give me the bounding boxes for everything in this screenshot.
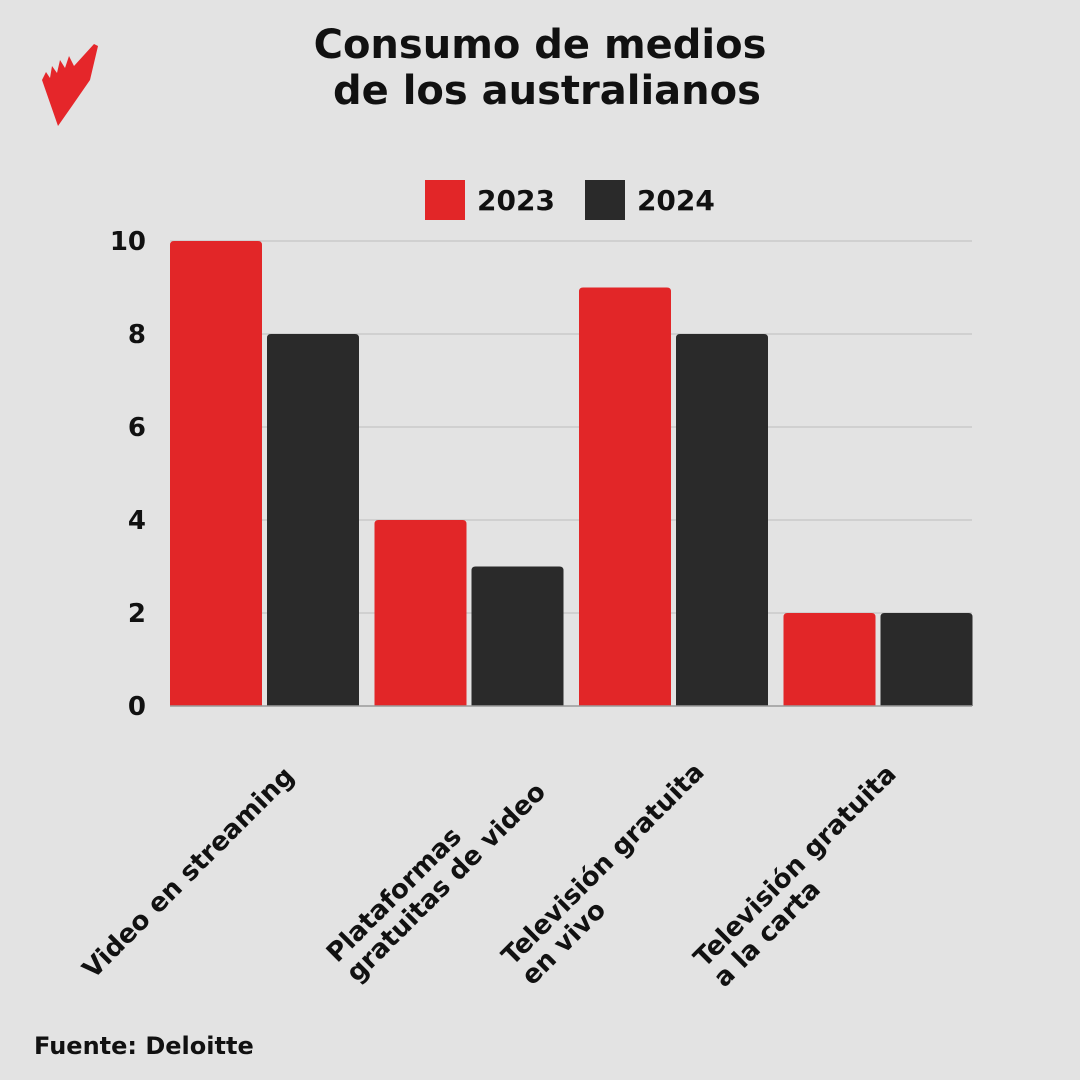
y-tick-label: 10 xyxy=(110,227,146,257)
legend-label-2024: 2024 xyxy=(636,183,715,217)
y-tick-label: 8 xyxy=(128,320,146,350)
bar-2023 xyxy=(783,613,876,706)
title-line-1: Consumo de medios xyxy=(313,22,767,68)
source-note: Fuente: Deloitte xyxy=(34,1032,254,1060)
bar-2023 xyxy=(579,287,671,706)
chart-title: Consumo de medios de los australianos xyxy=(0,22,1080,114)
y-tick-label: 4 xyxy=(128,506,146,536)
bar-2024 xyxy=(471,566,564,706)
y-tick-label: 6 xyxy=(128,413,146,443)
legend: 2023 2024 xyxy=(425,180,745,220)
legend-label-2023: 2023 xyxy=(477,183,555,217)
bar-2023 xyxy=(170,241,262,706)
bar-2024 xyxy=(880,613,973,706)
bar-2024 xyxy=(676,334,768,706)
y-tick-label: 2 xyxy=(128,599,146,629)
legend-swatch-2023 xyxy=(425,180,465,220)
y-tick-label: 0 xyxy=(128,692,146,722)
sbs-logo-icon xyxy=(42,44,98,126)
legend-item-2024: 2024 xyxy=(584,180,715,220)
legend-swatch-2024 xyxy=(584,180,625,220)
legend-item-2023: 2023 xyxy=(425,180,555,220)
title-line-2: de los australianos xyxy=(319,68,761,114)
bar-2023 xyxy=(374,520,467,706)
bar-2024 xyxy=(267,334,359,706)
